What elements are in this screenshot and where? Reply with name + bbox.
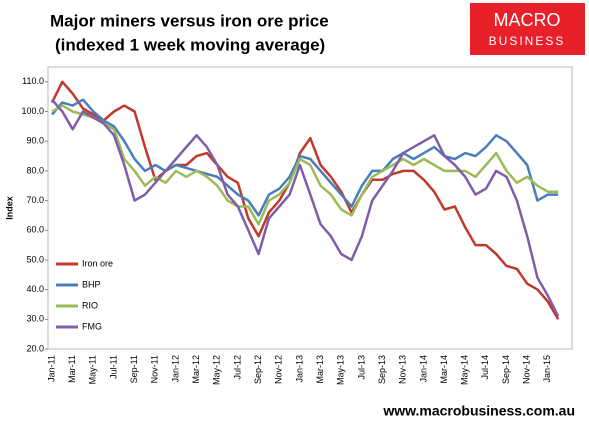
legend-label: BHP [82, 279, 101, 289]
x-tick-label: Sep-13 [377, 355, 387, 384]
logo-box [470, 3, 585, 55]
y-tick-label: 80.0 [26, 165, 44, 175]
y-tick-label: 70.0 [26, 195, 44, 205]
x-tick-label: Jan-12 [170, 355, 180, 383]
y-tick-label: 30.0 [26, 314, 44, 324]
x-tick-label: Nov-13 [398, 355, 408, 384]
y-tick-label: 40.0 [26, 284, 44, 294]
x-tick-label: Mar-13 [315, 355, 325, 384]
x-tick-label: Mar-14 [439, 355, 449, 384]
logo-text: MACRO [494, 10, 561, 30]
x-tick-label: Jul-14 [480, 355, 490, 380]
legend-label: Iron ore [82, 258, 113, 268]
y-tick-label: 100.0 [21, 106, 44, 116]
logo-text: BUSINESS [489, 34, 566, 48]
series-line [51, 98, 560, 317]
y-tick-label: 20.0 [26, 343, 44, 353]
y-tick-label: 60.0 [26, 225, 44, 235]
x-tick-label: Nov-12 [274, 355, 284, 384]
x-tick-label: May-11 [88, 355, 98, 384]
x-tick-label: Mar-12 [191, 355, 201, 384]
x-tick-label: Mar-11 [67, 355, 77, 383]
x-tick-label: May-13 [336, 355, 346, 385]
y-tick-label: 110.0 [22, 76, 44, 86]
legend-label: FMG [82, 321, 102, 331]
plot-area [47, 66, 573, 350]
series-line [51, 98, 559, 217]
series-line [51, 104, 559, 226]
x-tick-label: Jul-11 [108, 355, 118, 379]
x-tick-label: Nov-14 [522, 355, 532, 384]
x-tick-label: Jul-12 [232, 355, 242, 380]
chart-title: Major miners versus iron ore price [50, 11, 329, 30]
x-tick-label: May-14 [460, 355, 470, 385]
x-tick-label: Jan-15 [542, 355, 552, 383]
x-tick-label: Jan-11 [46, 355, 56, 382]
x-tick-label: Jul-13 [356, 355, 366, 380]
y-tick-label: 50.0 [26, 254, 44, 264]
x-tick-label: Nov-11 [150, 355, 160, 383]
x-tick-label: Jan-14 [418, 355, 428, 383]
x-tick-label: Sep-14 [501, 355, 511, 384]
x-tick-label: Jan-13 [294, 355, 304, 383]
y-axis-label: Index [4, 196, 14, 220]
y-tick-label: 90.0 [26, 136, 44, 146]
series-line [50, 80, 560, 320]
x-tick-label: May-12 [212, 355, 222, 385]
x-tick-label: Sep-12 [253, 355, 263, 384]
x-tick-label: Sep-11 [129, 355, 139, 383]
chart-subtitle: (indexed 1 week moving average) [55, 35, 325, 54]
legend-label: RIO [82, 300, 98, 310]
footer: www.macrobusiness.com.au [382, 403, 575, 419]
